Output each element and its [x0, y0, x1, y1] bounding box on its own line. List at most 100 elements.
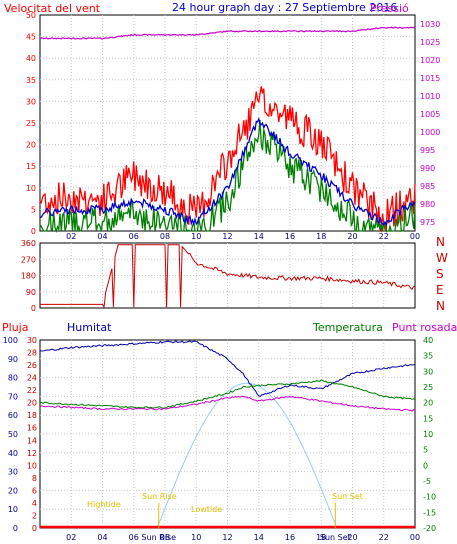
plot1-hour-labels: 02 04 06 08 10 12 14 16 18 20 22 00	[66, 232, 420, 241]
pressure-axis-ticks: 1030 1025 1020 1015 1010 1005 1000 995 990 985 980…	[420, 20, 440, 227]
humidity-tick-label: 20	[8, 486, 18, 495]
hour-label: 06	[129, 533, 139, 542]
humidity-tick-label: 90	[8, 355, 18, 364]
hour-label: 16	[285, 232, 295, 241]
rain-tick-label: 24	[27, 374, 37, 383]
wind-series	[39, 26, 416, 234]
temperature-tick-label: 25	[423, 383, 433, 392]
hour-label: 10	[191, 533, 201, 542]
rain-tick-label: 0	[32, 524, 37, 533]
wind-tick-label: 30	[26, 97, 36, 106]
hour-label: 20	[347, 232, 357, 241]
rain-tick-label: 10	[27, 461, 37, 470]
pressure-tick-label: 995	[420, 146, 435, 155]
wind-tick-label: 45	[26, 33, 36, 42]
hour-label: 12	[222, 232, 232, 241]
wind-tick-label: 15	[26, 162, 36, 171]
compass-letter: E	[436, 283, 444, 297]
sun-set-tick-label: Sun Set	[320, 533, 351, 542]
pressure-tick-label: 1020	[420, 56, 440, 65]
temperature-tick-label: -10	[423, 493, 436, 502]
rain-tick-label: 16	[27, 424, 37, 433]
temperature-tick-label: 15	[423, 414, 433, 423]
humidity-tick-label: 0	[13, 524, 18, 533]
humidity-line	[39, 340, 415, 398]
hour-label: 22	[379, 232, 389, 241]
compass-letter: W	[436, 251, 448, 265]
pressure-tick-label: 980	[420, 200, 435, 209]
rain-tick-label: 20	[27, 399, 37, 408]
temperature-tick-label: 40	[423, 336, 433, 345]
compass-letter: N	[436, 299, 445, 313]
hour-label: 02	[66, 232, 76, 241]
temperature-label: Temperatura	[312, 321, 383, 334]
temperature-tick-label: 5	[423, 446, 428, 455]
rain-tick-label: 18	[27, 411, 37, 420]
hour-label: 00	[410, 533, 420, 542]
direction-tick-label: 180	[21, 272, 36, 281]
hour-label: 08	[160, 533, 170, 542]
temperature-line	[39, 379, 416, 409]
hour-label: 04	[97, 533, 107, 542]
pressure-title: Pressió	[370, 2, 409, 15]
sun-set-label: Sun Set	[332, 492, 363, 501]
pressure-tick-label: 985	[420, 182, 435, 191]
rain-tick-label: 30	[27, 336, 37, 345]
hour-label: 08	[160, 232, 170, 241]
hour-label: 02	[66, 533, 76, 542]
pressure-tick-label: 1000	[420, 128, 440, 137]
direction-series	[40, 244, 416, 309]
hour-label: 00	[410, 232, 420, 241]
wind-tick-label: 50	[26, 11, 36, 20]
temperature-tick-label: -5	[423, 477, 431, 486]
humidity-tick-label: 70	[8, 392, 18, 401]
hour-label: 14	[254, 533, 264, 542]
wind-tick-label: 5	[31, 205, 36, 214]
hour-label: 18	[316, 232, 326, 241]
solar-line	[156, 382, 338, 529]
temperature-series	[39, 340, 416, 529]
rain-tick-label: 4	[32, 499, 37, 508]
pressure-tick-label: 1025	[420, 38, 440, 47]
temperature-tick-label: 30	[423, 367, 433, 376]
rain-tick-label: 12	[27, 449, 37, 458]
wind-tick-label: 35	[26, 76, 36, 85]
hour-label: 12	[222, 533, 232, 542]
wind-title: Velocitat del vent	[4, 2, 101, 15]
pressure-tick-label: 1015	[420, 74, 440, 83]
pressure-tick-label: 1005	[420, 110, 440, 119]
temperature-tick-label: 20	[423, 399, 433, 408]
wind-tick-label: 40	[26, 54, 36, 63]
humidity-tick-label: 80	[8, 374, 18, 383]
rain-tick-label: 6	[32, 486, 37, 495]
pressure-tick-label: 1010	[420, 92, 440, 101]
high-tide-label: Hightide	[87, 500, 121, 509]
temperature-tick-label: 35	[423, 352, 433, 361]
direction-tick-label: 0	[31, 304, 36, 313]
pressure-tick-label: 990	[420, 164, 435, 173]
plot3-grid	[40, 340, 415, 528]
humidity-tick-label: 100	[3, 336, 18, 345]
chart-title: 24 hour graph day : 27 Septiembre 2016	[172, 1, 397, 14]
temperature-tick-label: -20	[423, 524, 436, 533]
rain-label: Pluja	[2, 321, 28, 334]
direction-tick-label: 270	[21, 255, 36, 264]
low-tide-label: Lowtide	[191, 505, 222, 514]
wind-tick-label: 10	[26, 184, 36, 193]
dewpoint-line	[39, 395, 416, 412]
direction-tick-label: 360	[21, 239, 36, 248]
hour-label: 06	[129, 232, 139, 241]
hour-label: 16	[285, 533, 295, 542]
hour-label: 22	[379, 533, 389, 542]
hour-label: 04	[97, 232, 107, 241]
wind-tick-label: 20	[26, 141, 36, 150]
rain-tick-label: 2	[32, 511, 37, 520]
sun-rise-label: Sun Rise	[142, 492, 177, 501]
rain-tick-label: 22	[27, 386, 37, 395]
wind-average-line	[39, 116, 416, 227]
wind-tick-label: 25	[26, 119, 36, 128]
temperature-tick-label: 0	[423, 461, 428, 470]
